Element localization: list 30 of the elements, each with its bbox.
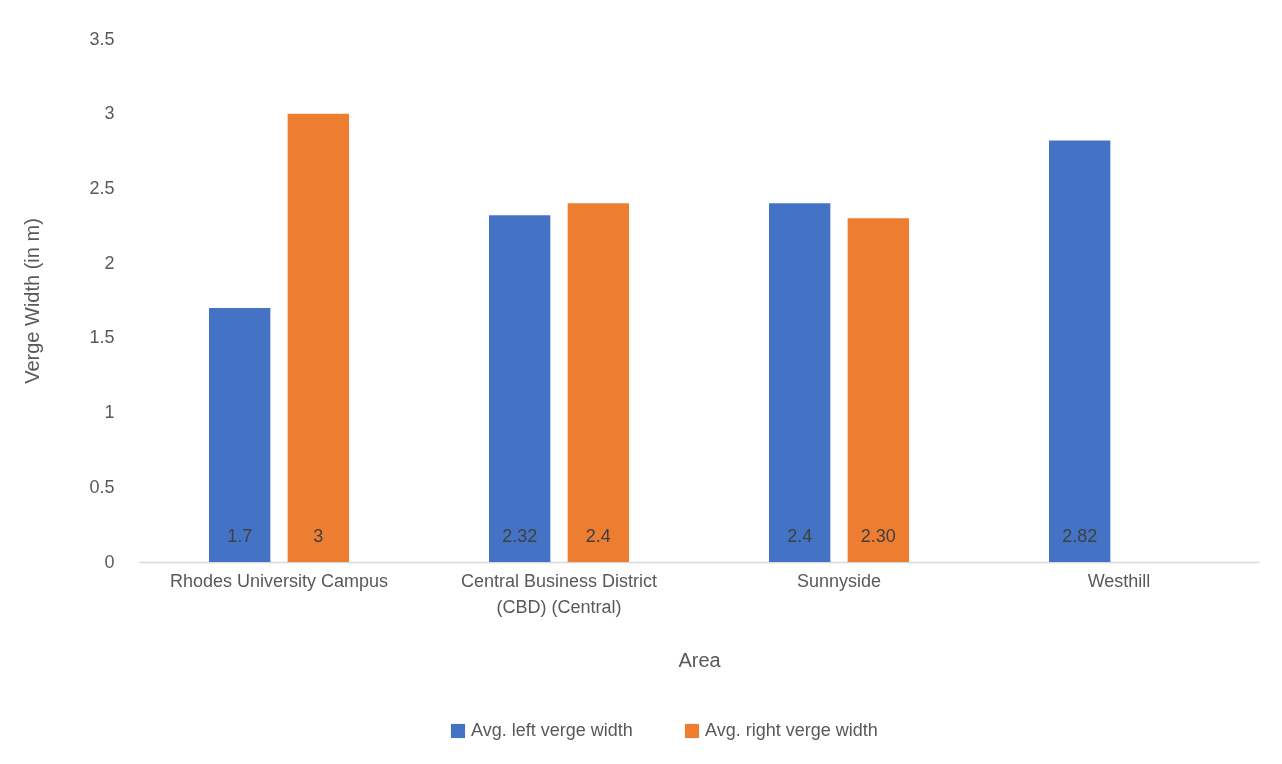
x-tick-label: Westhill	[1087, 570, 1151, 591]
data-label: 1.7	[227, 526, 253, 546]
data-label: 2.4	[585, 526, 611, 546]
x-tick-label: Central Business District (CBD) (Central)	[460, 570, 658, 617]
y-tick-label: 0	[104, 551, 115, 572]
y-tick-label: 0.5	[89, 476, 115, 497]
bar	[847, 218, 909, 562]
y-axis-title: Verge Width (in m)	[21, 218, 44, 384]
legend-label: Avg. right verge width	[705, 720, 878, 740]
bar	[769, 203, 831, 562]
bar	[567, 203, 629, 562]
legend-label: Avg. left verge width	[471, 720, 633, 740]
data-label: 2.32	[502, 526, 538, 546]
data-label: 3	[313, 526, 324, 546]
data-label: 2.82	[1062, 526, 1098, 546]
data-label: 2.4	[787, 526, 813, 546]
y-tick-label: 2	[104, 252, 115, 273]
y-tick-label: 3	[104, 103, 115, 124]
y-tick-label: 2.5	[89, 177, 115, 198]
bar	[209, 307, 271, 562]
bar	[489, 215, 551, 562]
y-tick-label: 1.5	[89, 327, 115, 348]
bar	[287, 113, 349, 562]
x-tick-label: Rhodes University Campus	[169, 570, 389, 591]
x-axis-title: Area	[678, 648, 722, 671]
bar	[1049, 140, 1111, 562]
x-tick-label: Sunnyside	[796, 570, 882, 591]
y-tick-label: 3.5	[89, 28, 115, 49]
data-label: 2.30	[860, 526, 896, 546]
y-tick-label: 1	[104, 402, 115, 423]
